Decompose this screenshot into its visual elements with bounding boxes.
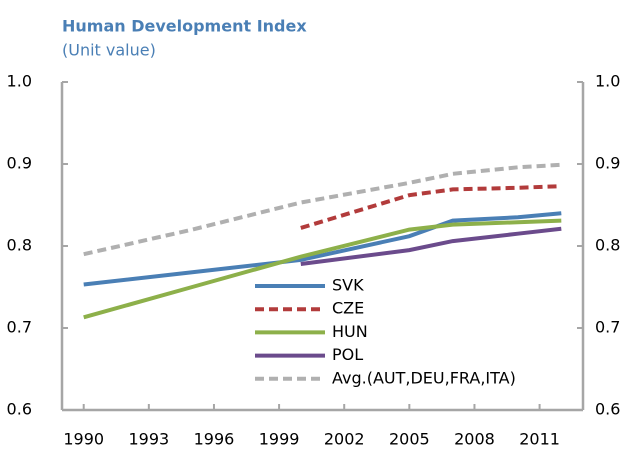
x-tick-label: 1999 [259,430,300,449]
x-tick-label: 2005 [389,430,430,449]
legend-label: HUN [332,322,368,341]
series-line [83,211,562,287]
legend-label: Avg.(AUT,DEU,FRA,ITA) [332,368,516,387]
x-tick-label: 1996 [194,430,235,449]
y-tick-label: 0.8 [7,236,32,255]
series-line [300,226,562,267]
y-tick-label: 0.9 [7,154,32,173]
chart-subtitle: (Unit value) [62,41,156,60]
y-tick-label: 0.7 [7,318,32,337]
y2-tick-label: 0.7 [595,318,620,337]
legend-label: POL [332,345,363,364]
series-line [300,184,562,230]
y-tick-label: 1.0 [7,72,32,91]
legend-label: SVK [332,276,364,295]
y-tick-label: 0.6 [7,400,32,419]
y2-tick-label: 0.9 [595,154,620,173]
legend-label: CZE [332,299,364,318]
x-tick-label: 2011 [519,430,560,449]
series-line [83,218,562,320]
chart-title: Human Development Index [62,17,307,36]
x-tick-label: 2008 [454,430,495,449]
y2-tick-label: 1.0 [595,72,620,91]
series-line [83,162,562,257]
x-tick-label: 1990 [63,430,104,449]
x-tick-label: 2002 [324,430,365,449]
y2-tick-label: 0.6 [595,400,620,419]
x-tick-label: 1993 [128,430,169,449]
y2-tick-label: 0.8 [595,236,620,255]
